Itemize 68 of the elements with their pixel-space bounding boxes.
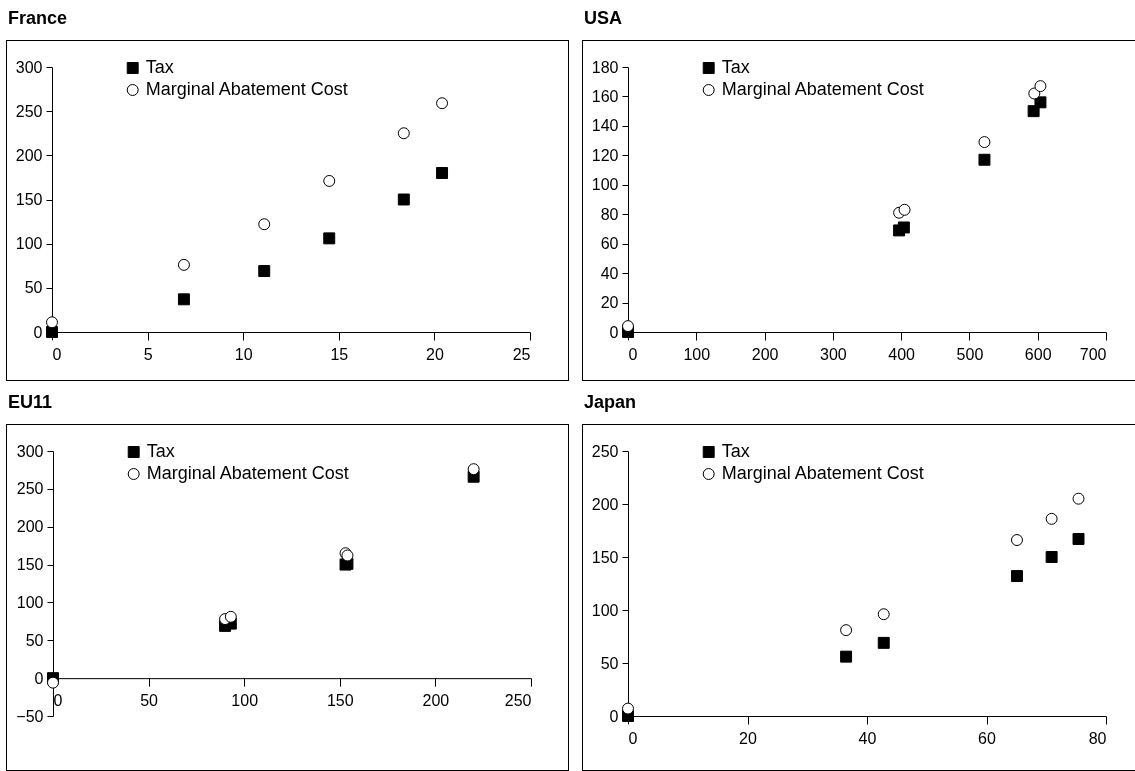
chart-title: Japan (584, 392, 637, 413)
chart-title: France (8, 8, 68, 29)
y-tick-label: 0 (609, 323, 619, 341)
y-tick-label: 200 (16, 518, 44, 536)
y-tick-label: 150 (591, 548, 619, 566)
x-tick-label: 300 (820, 345, 847, 363)
y-tick-label: 160 (591, 87, 619, 105)
y-tick-label: 140 (591, 117, 619, 135)
y-tick-label: 50 (25, 631, 44, 649)
x-tick-label: 5 (143, 345, 153, 363)
y-tick-label: 100 (16, 593, 44, 611)
x-tick-label: 40 (858, 729, 877, 747)
y-tick-label: 200 (591, 495, 619, 513)
y-tick-label: 100 (591, 601, 619, 619)
x-tick-label: 200 (422, 691, 450, 709)
x-tick-label: 150 (326, 691, 354, 709)
y-tick-label: 50 (24, 279, 43, 297)
legend-label: Tax (146, 441, 175, 461)
x-tick-label: 100 (231, 691, 259, 709)
y-tick-label: 150 (15, 191, 43, 208)
y-tick-label: 250 (15, 102, 43, 120)
y-tick-label: 300 (16, 442, 44, 460)
legend-label: Marginal Abatement Cost (721, 79, 924, 99)
x-tick-label: 250 (504, 691, 532, 709)
x-tick-label: 700 (1079, 345, 1107, 363)
y-tick-label: 0 (609, 707, 619, 725)
y-tick-label: 0 (34, 669, 44, 687)
x-tick-label: 10 (234, 345, 253, 363)
x-tick-label: 0 (52, 345, 62, 363)
y-tick-label: 300 (15, 58, 43, 76)
y-tick-label: 20 (600, 294, 619, 312)
y-tick-label: 80 (600, 205, 619, 223)
y-tick-label: −50 (16, 707, 44, 725)
legend-label: Marginal Abatement Cost (145, 79, 348, 99)
y-tick-label: 100 (591, 176, 619, 194)
x-tick-label: 0 (628, 729, 638, 747)
chart-title: USA (584, 8, 623, 29)
legend-label: Tax (721, 57, 750, 77)
legend-label: Tax (145, 57, 174, 77)
y-tick-label: 250 (16, 480, 44, 498)
y-tick-label: 60 (600, 235, 619, 253)
legend-label: Tax (721, 441, 750, 461)
x-tick-label: 0 (53, 691, 63, 709)
y-tick-label: 200 (15, 146, 43, 164)
y-tick-label: 120 (591, 146, 619, 164)
y-tick-label: 150 (16, 556, 44, 574)
x-tick-label: 20 (426, 345, 444, 363)
x-tick-label: 80 (1088, 729, 1107, 747)
legend-label: Marginal Abatement Cost (721, 463, 924, 483)
x-tick-label: 500 (956, 345, 984, 363)
y-tick-label: 180 (591, 58, 619, 76)
x-tick-label: 20 (739, 729, 757, 747)
legend-label: Marginal Abatement Cost (146, 463, 349, 483)
y-tick-label: 250 (591, 442, 619, 460)
x-tick-label: 60 (978, 729, 996, 747)
x-tick-label: 15 (330, 345, 349, 363)
x-tick-label: 100 (683, 345, 711, 363)
x-tick-label: 200 (751, 345, 779, 363)
x-tick-label: 50 (140, 691, 159, 709)
y-tick-label: 100 (15, 235, 43, 253)
y-tick-label: 50 (600, 654, 619, 672)
x-tick-label: 400 (888, 345, 916, 363)
x-tick-label: 0 (628, 345, 638, 363)
y-tick-label: 0 (33, 323, 43, 341)
x-tick-label: 25 (512, 345, 531, 363)
chart-title: EU11 (8, 392, 53, 413)
y-tick-label: 40 (600, 264, 619, 282)
x-tick-label: 600 (1024, 345, 1052, 363)
